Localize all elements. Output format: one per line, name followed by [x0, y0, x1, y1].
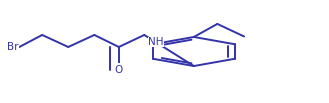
Text: O: O	[115, 65, 123, 75]
Text: Br: Br	[7, 42, 18, 52]
Text: NH: NH	[148, 37, 164, 47]
